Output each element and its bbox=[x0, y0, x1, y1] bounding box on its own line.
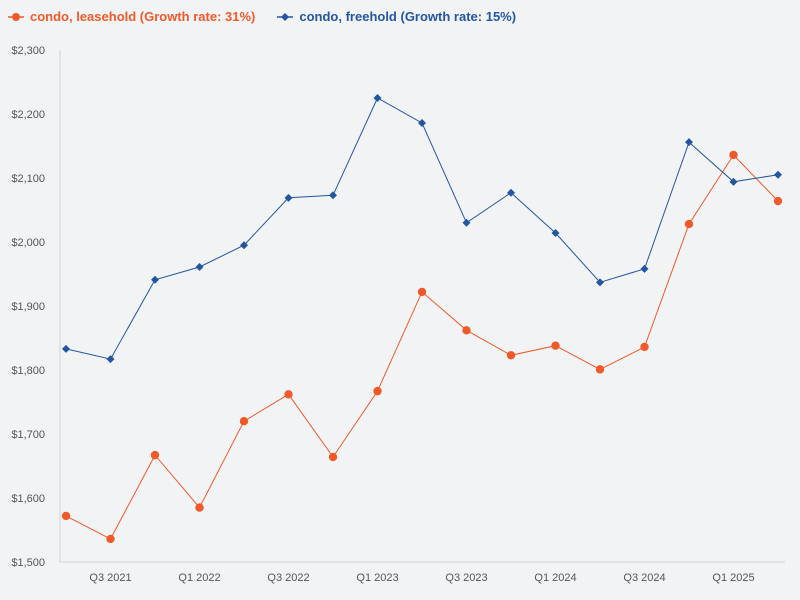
y-tick-label: $2,000 bbox=[11, 237, 45, 249]
data-point-condo-leasehold[interactable] bbox=[551, 341, 560, 350]
data-point-condo-leasehold[interactable] bbox=[106, 534, 115, 544]
y-tick-label: $2,300 bbox=[11, 45, 45, 57]
data-point-condo-freehold[interactable] bbox=[106, 355, 115, 364]
data-point-condo-freehold[interactable] bbox=[462, 218, 471, 227]
x-tick-label: Q3 2022 bbox=[267, 572, 309, 584]
x-tick-label: Q3 2021 bbox=[89, 572, 131, 584]
legend-marker-freehold-icon bbox=[277, 12, 294, 21]
data-point-condo-leasehold[interactable] bbox=[239, 417, 249, 426]
data-point-condo-leasehold[interactable] bbox=[640, 342, 649, 352]
data-point-condo-leasehold[interactable] bbox=[773, 196, 783, 206]
legend-label-freehold: condo, freehold (Growth rate: 15%) bbox=[299, 9, 517, 24]
data-point-condo-leasehold[interactable] bbox=[328, 452, 338, 462]
series-line-condo-leasehold bbox=[65, 154, 779, 540]
data-point-condo-freehold[interactable] bbox=[195, 262, 204, 271]
y-tick-label: $1,800 bbox=[11, 365, 45, 377]
data-point-condo-leasehold[interactable] bbox=[595, 365, 605, 374]
data-point-condo-leasehold[interactable] bbox=[462, 326, 471, 335]
data-point-condo-leasehold[interactable] bbox=[684, 219, 694, 229]
series-line-condo-freehold bbox=[65, 97, 779, 360]
x-tick-label: Q3 2024 bbox=[623, 572, 665, 584]
data-point-condo-freehold[interactable] bbox=[507, 188, 515, 197]
data-point-condo-leasehold[interactable] bbox=[506, 351, 516, 360]
y-tick-label: $1,900 bbox=[11, 301, 45, 313]
data-point-condo-freehold[interactable] bbox=[240, 241, 248, 250]
data-point-condo-freehold[interactable] bbox=[774, 170, 782, 179]
data-point-condo-leasehold[interactable] bbox=[729, 150, 738, 160]
data-point-condo-freehold[interactable] bbox=[62, 344, 70, 353]
data-point-condo-freehold[interactable] bbox=[329, 191, 337, 200]
legend-item-leasehold[interactable]: condo, leasehold (Growth rate: 31%) bbox=[8, 9, 255, 24]
data-point-condo-freehold[interactable] bbox=[685, 138, 693, 147]
data-point-condo-leasehold[interactable] bbox=[284, 390, 293, 399]
y-tick-label: $1,600 bbox=[11, 493, 45, 505]
data-point-condo-freehold[interactable] bbox=[418, 118, 426, 127]
legend-label-leasehold: condo, leasehold (Growth rate: 31%) bbox=[30, 9, 256, 24]
data-point-condo-freehold[interactable] bbox=[640, 264, 649, 273]
data-point-condo-leasehold[interactable] bbox=[195, 503, 204, 512]
x-tick-label: Q1 2024 bbox=[534, 572, 576, 584]
data-point-condo-freehold[interactable] bbox=[596, 278, 604, 287]
x-tick-label: Q1 2022 bbox=[178, 572, 220, 584]
data-point-condo-leasehold[interactable] bbox=[417, 287, 427, 297]
x-tick-label: Q1 2025 bbox=[712, 572, 754, 584]
data-point-condo-freehold[interactable] bbox=[151, 275, 159, 284]
y-tick-label: $1,500 bbox=[11, 557, 45, 569]
x-tick-label: Q3 2023 bbox=[445, 572, 487, 584]
legend-marker-leasehold-icon bbox=[8, 12, 24, 21]
data-point-condo-freehold[interactable] bbox=[551, 229, 560, 238]
y-tick-label: $1,700 bbox=[11, 429, 45, 441]
x-tick-label: Q1 2023 bbox=[356, 572, 398, 584]
y-tick-label: $2,200 bbox=[11, 109, 45, 121]
y-tick-label: $2,100 bbox=[11, 173, 45, 185]
data-point-condo-leasehold[interactable] bbox=[150, 450, 160, 460]
legend-item-freehold[interactable]: condo, freehold (Growth rate: 15%) bbox=[277, 9, 516, 24]
data-point-condo-freehold[interactable] bbox=[373, 94, 382, 102]
legend: condo, leasehold (Growth rate: 31%) cond… bbox=[8, 9, 516, 24]
data-point-condo-leasehold[interactable] bbox=[373, 386, 382, 396]
data-point-condo-freehold[interactable] bbox=[284, 193, 293, 202]
data-point-condo-freehold[interactable] bbox=[729, 177, 738, 186]
data-point-condo-leasehold[interactable] bbox=[61, 511, 71, 521]
